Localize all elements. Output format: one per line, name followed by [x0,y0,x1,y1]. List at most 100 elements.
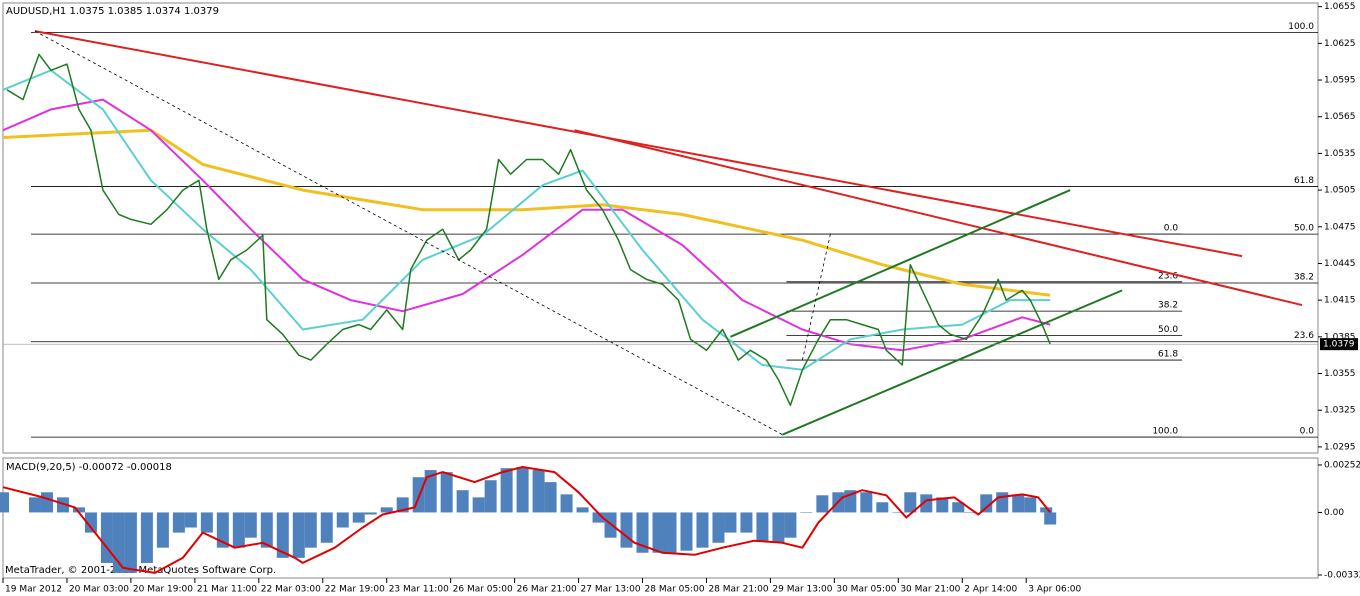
y-tick-label: 1.0655 [1324,2,1356,12]
y-tick-label: 1.0385 [1324,332,1356,342]
histogram-bar [920,494,933,513]
y-tick-label: 1.0505 [1324,186,1356,196]
histogram-bar [364,512,377,515]
histogram-bar [620,512,633,548]
histogram-bar [964,512,977,513]
y-tick-label: 1.0535 [1324,149,1356,159]
histogram-bar [304,512,317,548]
y-tick-label: 1.0565 [1324,112,1356,122]
histogram-bar [980,494,993,513]
histogram-bar [680,512,693,551]
histogram-bar [424,470,437,513]
x-tick-label: 23 Mar 11:00 [389,585,449,595]
x-tick-label: 21 Mar 11:00 [197,585,257,595]
x-tick-label: 26 Mar 21:00 [517,585,577,595]
x-tick-label: 29 Mar 13:00 [772,585,832,595]
current-price-box [1320,338,1358,351]
fib-label: 100.0 [1288,22,1314,32]
histogram-bar [904,492,917,513]
histogram-bar [876,502,889,513]
histogram-bar [184,512,197,528]
histogram-bar [636,512,649,553]
histogram-bar [456,490,469,513]
x-tick-label: 19 Mar 2012 [5,585,62,595]
x-tick-label: 30 Mar 05:00 [836,585,896,595]
histogram-bar [484,480,497,513]
histogram-bar [380,507,393,513]
y-tick-label: 1.0355 [1324,369,1356,379]
histogram-bar [40,492,53,513]
histogram-bar [260,512,273,548]
histogram-bar [172,512,185,533]
x-tick-label: 26 Mar 05:00 [453,585,513,595]
x-tick-label: 20 Mar 19:00 [133,585,193,595]
histogram-bar [0,492,9,513]
fib-label: 61.8 [1294,176,1314,186]
x-tick-label: 30 Mar 21:00 [900,585,960,595]
histogram-bar [28,497,41,513]
macd-panel [2,457,1319,579]
price-series [6,53,1051,407]
histogram-bar [232,512,245,548]
trendline [34,30,1243,258]
fib-label: 50.0 [1294,224,1314,234]
fib-label: 38.2 [1294,273,1314,283]
histogram-bar [216,512,229,548]
histogram-bar [892,512,905,513]
histogram-bar [664,512,677,553]
price-series [2,128,1051,297]
fib-label: 0.0 [1164,224,1179,234]
histogram-bar [1012,494,1025,513]
histogram-bar [544,482,557,513]
histogram-bar [936,497,949,513]
y-tick-label: 1.0295 [1324,442,1356,452]
fib-label: 50.0 [1158,325,1178,335]
histogram-bar [652,512,665,553]
histogram-bar [1024,497,1037,513]
fib-label: 61.8 [1158,350,1178,360]
histogram-bar [696,512,709,548]
current-price-label: 1.0379 [1323,340,1355,350]
trendline [574,129,1303,307]
histogram-bar [320,512,333,543]
x-tick-label: 3 Apr 06:00 [1028,585,1081,595]
y-tick-label: 1.0475 [1324,222,1356,232]
histogram-bar [576,507,589,513]
trendline [782,289,1123,436]
histogram-bar [560,494,573,513]
histogram-bar [756,512,769,541]
y-tick-label: 1.0625 [1324,39,1356,49]
histogram-bar [784,512,797,538]
x-tick-label: 2 Apr 14:00 [964,585,1017,595]
histogram-bar [292,512,305,558]
histogram-bar [1044,512,1057,525]
histogram-bar [276,512,289,558]
chart-title: AUDUSD,H1 1.0375 1.0385 1.0374 1.0379 [6,6,219,17]
x-tick-label: 28 Mar 05:00 [645,585,705,595]
histogram-bar [860,492,873,513]
fib-label: 100.0 [1152,427,1178,437]
histogram-bar [244,512,257,538]
histogram-bar [724,512,737,533]
x-tick-label: 27 Mar 13:00 [581,585,641,595]
x-tick-label: 22 Mar 19:00 [325,585,385,595]
histogram-bar [72,507,85,513]
histogram-bar [200,512,213,533]
histogram-bar [740,512,753,533]
histogram-bar [532,470,545,513]
y-tick-label: -0.00332 [1324,570,1360,580]
histogram-bar [800,512,813,513]
fib-label: 23.6 [1294,331,1314,341]
main-panel [2,2,1319,454]
histogram-bar [952,502,965,513]
histogram-bar [156,512,169,548]
histogram-bar [516,467,529,513]
fib-label: 23.6 [1158,271,1178,281]
y-tick-label: 1.0595 [1324,76,1356,86]
x-tick-label: 20 Mar 03:00 [69,585,129,595]
histogram-bar [772,512,785,543]
histogram-bar [472,497,485,513]
